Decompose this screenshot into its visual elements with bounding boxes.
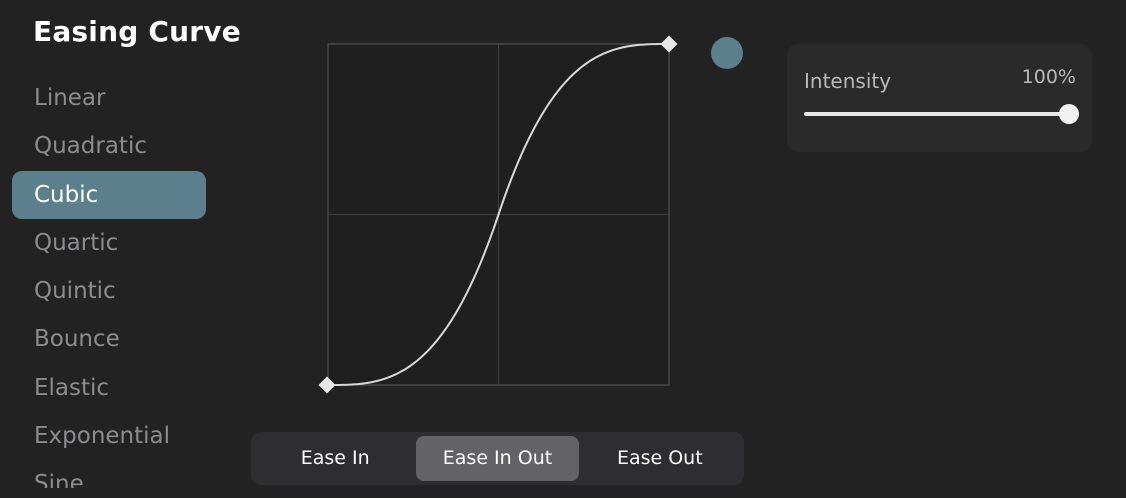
sidebar-item-quintic[interactable]: Quintic: [12, 267, 206, 315]
ease-in-button[interactable]: Ease In: [300, 447, 370, 469]
sidebar-item-linear[interactable]: Linear: [12, 74, 206, 122]
intensity-value: 100%: [1021, 66, 1076, 88]
sidebar-item-label: Quintic: [34, 278, 116, 305]
intensity-panel: Intensity 100%: [787, 44, 1092, 152]
sidebar-item-label: Linear: [34, 85, 106, 111]
sidebar-item-sine[interactable]: Sine: [12, 460, 206, 488]
easing-curve: [328, 43, 669, 386]
sidebar-item-cubic[interactable]: Cubic: [12, 170, 206, 219]
sidebar-item-elastic[interactable]: Elastic: [12, 364, 206, 412]
slider-fill: [804, 112, 1069, 116]
sidebar-item-label: Sine: [34, 471, 84, 488]
slider-thumb[interactable]: [1059, 104, 1079, 124]
sidebar-item-bounce[interactable]: Bounce: [12, 315, 206, 363]
intensity-label: Intensity: [804, 69, 892, 93]
ease-mode-control: Ease In Ease In Out Ease Out: [251, 432, 744, 485]
sidebar-item-label: Elastic: [34, 374, 110, 401]
sidebar-item-quadratic[interactable]: Quadratic: [12, 122, 206, 170]
curve-editor: [318, 35, 678, 394]
sidebar-item-label: Cubic: [34, 181, 99, 208]
end-handle[interactable]: [660, 35, 678, 53]
sidebar-item-label: Bounce: [34, 326, 120, 353]
sidebar-item-label: Quartic: [34, 229, 119, 256]
ease-in-out-button[interactable]: Ease In Out: [416, 436, 579, 481]
page-title: Easing Curve: [33, 15, 241, 48]
sidebar-item-label: Quadratic: [34, 133, 147, 160]
preview-dot: [711, 37, 743, 69]
intensity-slider[interactable]: [804, 104, 1079, 124]
ease-out-button[interactable]: Ease Out: [616, 447, 703, 469]
sidebar-item-quartic[interactable]: Quartic: [12, 219, 206, 267]
easing-list: Linear Quadratic Cubic Quartic Quintic B…: [12, 74, 206, 488]
sidebar-item-exponential[interactable]: Exponential: [12, 412, 206, 460]
sidebar-item-label: Exponential: [34, 423, 171, 450]
